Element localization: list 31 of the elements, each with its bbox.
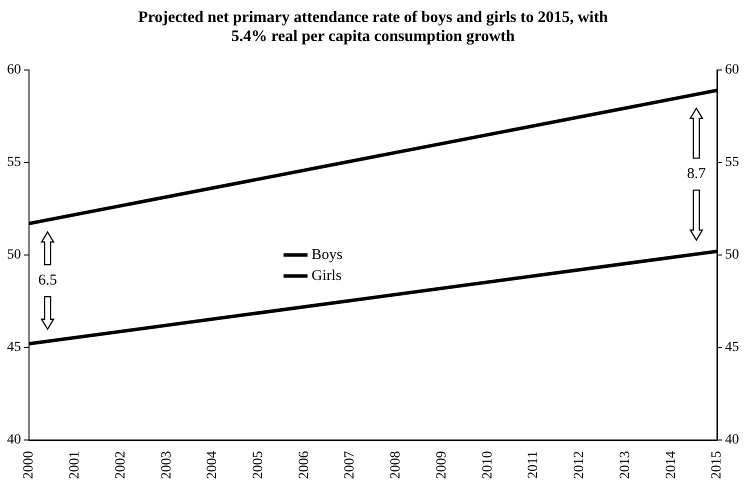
- x-tick-label: 2006: [296, 451, 312, 479]
- y-tick-label: 50: [7, 248, 21, 263]
- y-tick-label: 40: [7, 432, 21, 448]
- x-tick-label: 2008: [388, 451, 404, 479]
- y2-tick-label: 45: [725, 340, 739, 356]
- x-tick-label: 2005: [251, 451, 266, 479]
- x-tick-label: 2012: [572, 451, 588, 479]
- x-tick-label: 2003: [159, 451, 174, 479]
- y-tick-label: 45: [7, 340, 21, 356]
- x-tick-label: 2007: [342, 451, 358, 479]
- chart-title: Projected net primary attendance rate of boys and girls to 2015, with 5.4% real per capita consumption growth: [137, 8, 609, 47]
- legend-label: Girls: [312, 268, 342, 284]
- y2-tick-label: 60: [725, 62, 739, 78]
- x-tick-label: 2011: [526, 451, 542, 478]
- x-tick-label: 2009: [434, 451, 450, 479]
- x-tick-label: 2013: [618, 451, 633, 479]
- y2-tick-label: 40: [725, 432, 739, 448]
- x-tick-label: 2004: [205, 451, 220, 479]
- y2-tick-label: 55: [725, 155, 739, 170]
- x-tick-label: 2000: [22, 451, 37, 479]
- x-tick-label: 2010: [480, 451, 496, 479]
- legend-label: Boys: [312, 246, 343, 263]
- y2-tick-label: 50: [725, 248, 739, 263]
- y-tick-label: 60: [7, 62, 21, 78]
- x-tick-label: 2014: [664, 451, 679, 479]
- x-tick-label: 2001: [68, 451, 83, 479]
- x-tick-label: 2002: [113, 451, 128, 479]
- annotation: 6.5: [38, 272, 57, 289]
- y-tick-label: 55: [7, 155, 21, 170]
- annotation: 8.7: [686, 166, 706, 182]
- x-tick-label: 2015: [710, 451, 725, 479]
